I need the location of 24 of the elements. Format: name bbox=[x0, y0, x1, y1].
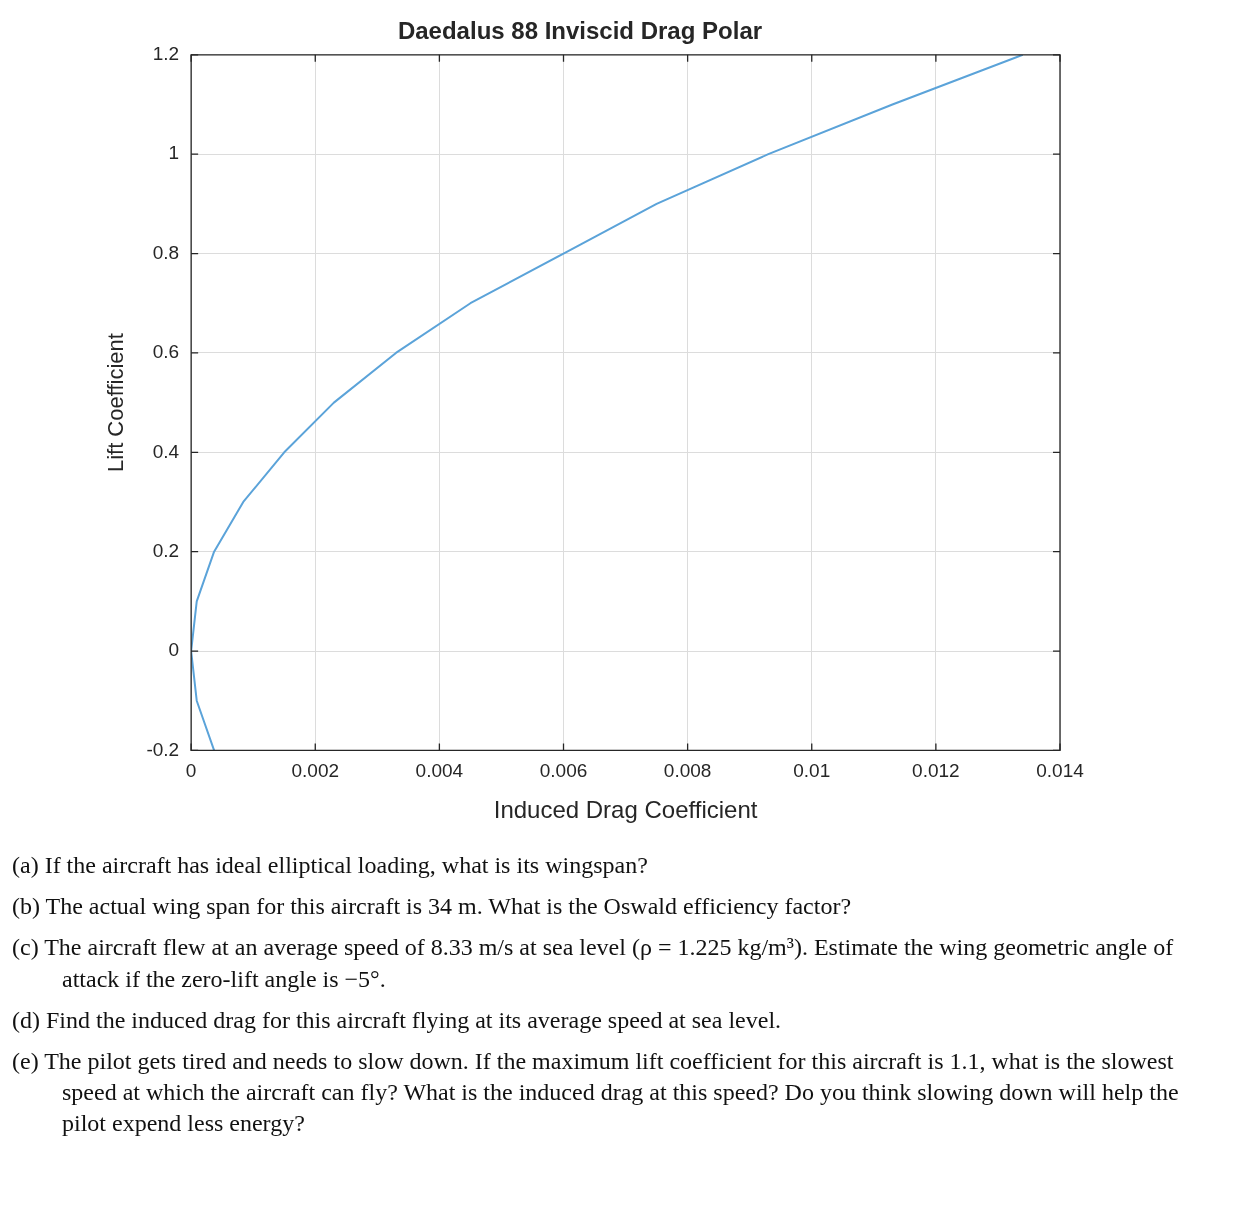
text: (b) The actual wing span for this aircraft is 34 m. What is the Oswald efficiency factor? bbox=[12, 892, 853, 922]
x-tick-label: 0.002 bbox=[291, 760, 340, 782]
text: (c) The aircraft flew at an average speed of 8.33 m/s at sea level (ρ = 1.225 kg/m³). Estimate the wing geometric angle of attack if the zero-lift angle is −5°. bbox=[12, 933, 1175, 994]
y-axis-title: Lift Coefficient bbox=[103, 333, 129, 473]
y-tick-label: 0.2 bbox=[152, 539, 180, 561]
text: (d) Find the induced drag for this aircraft flying at its average speed at sea level. bbox=[12, 1005, 783, 1035]
x-tick-label: 0.008 bbox=[663, 760, 712, 782]
y-tick-label: 0.4 bbox=[152, 440, 180, 462]
y-tick-label: 0.8 bbox=[152, 241, 180, 263]
y-tick-label: 0.6 bbox=[152, 341, 180, 363]
y-tick-label: -0.2 bbox=[146, 738, 180, 760]
y-tick-label: 0 bbox=[168, 639, 180, 661]
x-tick-label: 0.014 bbox=[1036, 760, 1085, 782]
y-tick-label: 1 bbox=[168, 142, 180, 164]
x-tick-label: 0.006 bbox=[539, 760, 588, 782]
text: (e) The pilot gets tired and needs to slow down. If the maximum lift coefficient for this aircraft is 1.1, what is the slowest speed at which the aircraft can fly? What is the induced drag at this speed? Do you think slowing down will help the pilot expend less energy? bbox=[12, 1046, 1180, 1139]
x-tick-label: 0 bbox=[185, 760, 197, 782]
x-tick-label: 0.012 bbox=[912, 760, 960, 782]
x-axis-title: Induced Drag Coefficient bbox=[493, 796, 758, 824]
text: (a) If the aircraft has ideal elliptical loading, what is its wingspan? bbox=[12, 851, 649, 880]
chart-title: Daedalus 88 Inviscid Drag Polar bbox=[397, 17, 763, 45]
x-tick-label: 0.01 bbox=[793, 760, 831, 782]
x-tick-label: 0.004 bbox=[415, 760, 464, 782]
y-tick-label: 1.2 bbox=[152, 43, 180, 65]
